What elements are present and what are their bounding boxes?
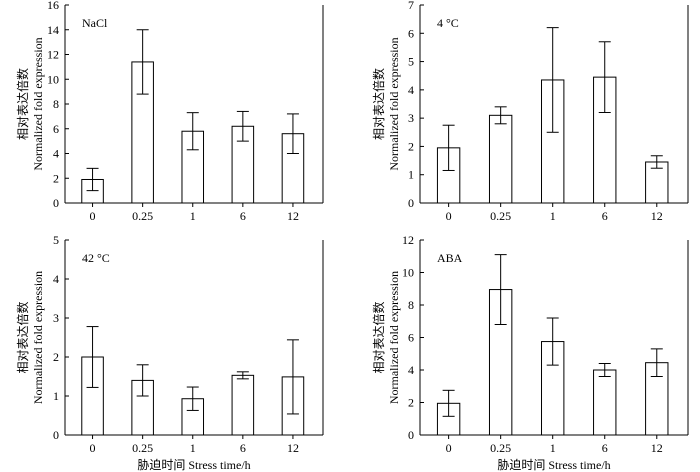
y-tick-label: 6 [53,122,59,136]
y-tick-label: 0 [53,196,59,210]
y-tick-label: 0 [408,196,414,210]
y-tick-label: 5 [408,55,414,69]
x-tick-label: 1 [550,209,556,223]
y-tick-label: 6 [408,26,414,40]
y-axis-label-en: Normalized fold expression [31,37,45,170]
panel-label: ABA [437,251,463,265]
x-tick-label: 6 [602,209,608,223]
bar [231,374,255,436]
y-tick-label: 4 [408,363,414,377]
y-axis-label-cn: 相对表达倍数 [15,301,30,373]
panel-label: NaCl [82,16,108,30]
y-axis-label-cn: 相对表达倍数 [371,68,386,140]
panel-label: 4 °C [437,16,459,30]
y-tick-label: 8 [53,97,59,111]
y-tick-label: 0 [408,428,414,442]
y-tick-label: 16 [47,0,59,12]
y-axis-label-cn: 相对表达倍数 [15,68,30,140]
x-tick-label: 12 [287,441,299,455]
y-tick-label: 4 [408,83,414,97]
x-tick-label: 0.25 [132,441,153,455]
y-tick-label: 4 [53,147,59,161]
y-axis-label-cn: 相对表达倍数 [371,301,386,373]
y-tick-label: 2 [53,171,59,185]
x-tick-label: 1 [550,441,556,455]
x-tick-label: 6 [602,441,608,455]
bar [488,114,513,204]
y-axis-label-en: Normalized fold expression [387,271,401,404]
x-tick-label: 12 [651,441,663,455]
bar [593,369,617,436]
y-tick-label: 3 [408,111,414,125]
y-tick-label: 3 [53,311,59,325]
y-tick-label: 14 [47,23,59,37]
x-axis-label: 胁迫时间 Stress time/h [137,457,250,472]
y-tick-label: 8 [408,298,414,312]
y-tick-label: 12 [402,233,414,247]
x-tick-label: 12 [651,209,663,223]
y-axis-label-en: Normalized fold expression [31,271,45,404]
y-tick-label: 6 [408,331,414,345]
y-tick-label: 2 [408,139,414,153]
x-tick-label: 0.25 [490,209,511,223]
x-tick-label: 1 [190,209,196,223]
x-tick-label: 1 [190,441,196,455]
x-tick-label: 0 [446,209,452,223]
x-tick-label: 12 [287,209,299,223]
x-tick-label: 0 [90,441,96,455]
y-tick-label: 2 [408,396,414,410]
x-tick-label: 6 [240,209,246,223]
chart-panel-4: 0 2 4 6 8 10 12 0 0.25 1 6 12 ABA 相对表达倍数 Normalized fo… [371,233,689,472]
y-tick-label: 7 [408,0,414,12]
y-axis-label-en: Normalized fold expression [387,37,401,170]
y-tick-label: 10 [402,266,414,280]
panel-label: 42 °C [82,251,110,265]
x-tick-label: 0.25 [132,209,153,223]
x-tick-label: 0 [446,441,452,455]
x-tick-label: 0 [90,209,96,223]
x-tick-label: 0.25 [490,441,511,455]
y-tick-label: 1 [53,389,59,403]
x-axis-label: 胁迫时间 Stress time/h [497,457,610,472]
y-tick-label: 2 [53,350,59,364]
y-tick-label: 12 [47,48,59,62]
y-tick-label: 10 [47,72,59,86]
y-tick-label: 4 [53,272,59,286]
y-tick-label: 0 [53,428,59,442]
y-tick-label: 1 [408,168,414,182]
x-tick-label: 6 [240,441,246,455]
y-tick-label: 5 [53,233,59,247]
